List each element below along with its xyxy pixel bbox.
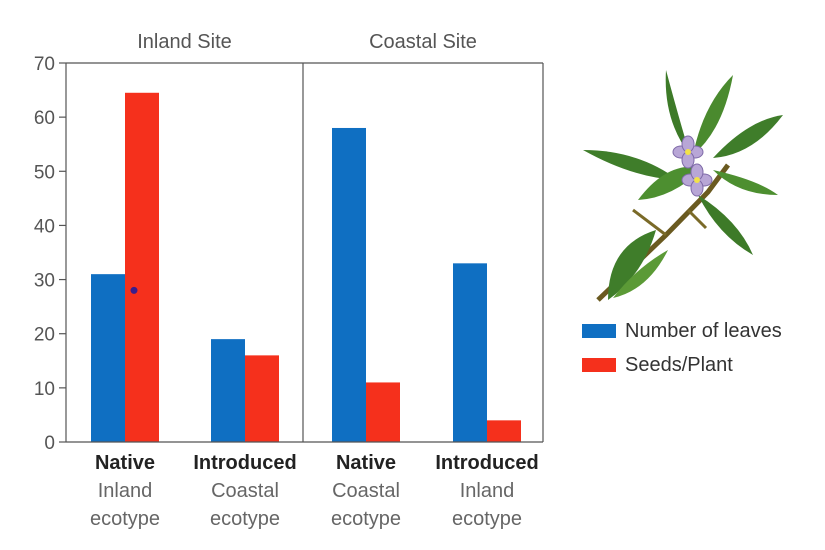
flowering-plant-icon (578, 60, 793, 310)
bar-seeds (245, 355, 279, 442)
x-label-ecotype: ecotype (331, 508, 401, 530)
x-label-ecotype: ecotype (90, 508, 160, 530)
legend-label-leaves: Number of leaves (625, 319, 782, 342)
bar-leaves (453, 263, 487, 442)
x-axis-labels: Native Inland ecotype Introduced Coastal ecot… (90, 452, 539, 530)
bar-seeds (487, 420, 521, 442)
x-label-origin: Coastal (332, 480, 400, 502)
y-tick-label: 70 (34, 54, 55, 75)
legend-swatch-leaves (582, 324, 616, 338)
y-tick-label: 40 (34, 216, 55, 237)
bars (91, 92, 521, 443)
legend-label-seeds: Seeds/Plant (625, 353, 733, 376)
bar-leaves (91, 274, 125, 442)
plot-frame (65, 62, 544, 443)
bar-seeds (125, 92, 159, 443)
y-tick-label: 10 (34, 379, 55, 400)
y-tick-label: 0 (44, 433, 55, 454)
panel-title: Coastal Site (369, 31, 477, 53)
x-label-status: Native (95, 452, 155, 474)
x-label-origin: Inland (460, 480, 515, 502)
legend-item-leaves: Number of leaves (582, 314, 782, 348)
legend-swatch-seeds (582, 358, 616, 372)
x-label-status: Introduced (193, 452, 296, 474)
legend: Number of leaves Seeds/Plant (582, 314, 782, 382)
x-label-status: Native (336, 452, 396, 474)
bar-leaves (211, 339, 245, 442)
data-marker-point (130, 286, 138, 294)
panel-title: Inland Site (137, 31, 232, 53)
x-label-ecotype: ecotype (210, 508, 280, 530)
y-tick-label: 50 (34, 162, 55, 183)
y-tick-label: 30 (34, 271, 55, 292)
legend-item-seeds: Seeds/Plant (582, 348, 782, 382)
y-tick-label: 60 (34, 108, 55, 129)
x-label-ecotype: ecotype (452, 508, 522, 530)
y-axis: 0 10 20 30 40 50 60 70 (34, 54, 66, 454)
x-label-origin: Inland (98, 480, 153, 502)
x-label-status: Introduced (435, 452, 538, 474)
y-tick-label: 20 (34, 325, 55, 346)
x-label-origin: Coastal (211, 480, 279, 502)
panel-titles: Inland Site Coastal Site (137, 31, 477, 53)
bar-seeds (366, 382, 400, 442)
bar-leaves (332, 127, 366, 442)
